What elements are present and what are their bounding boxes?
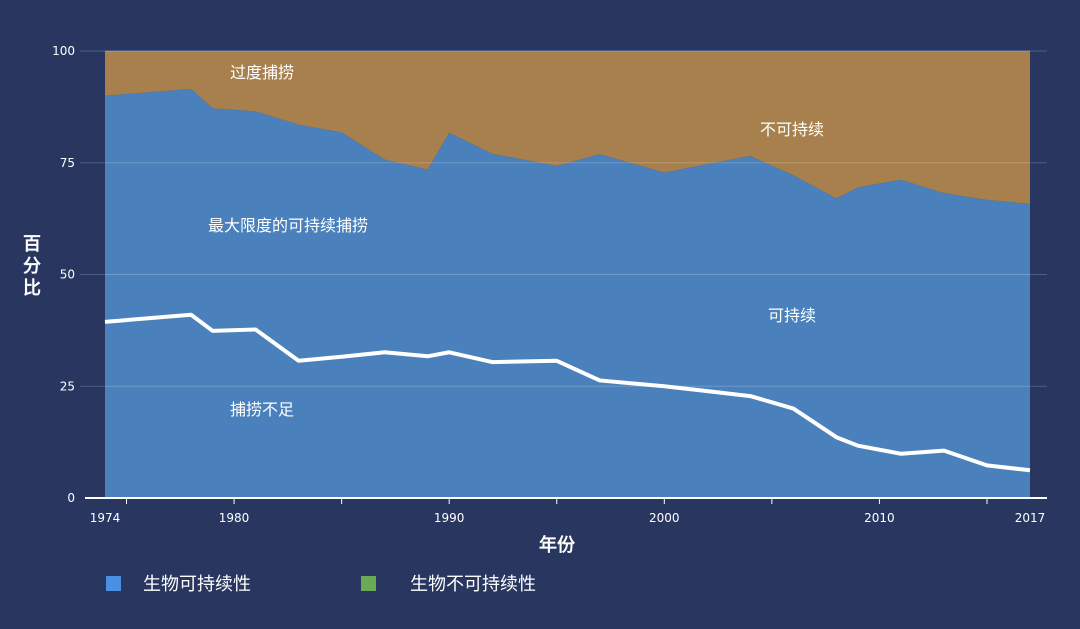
y-axis: 0 25 50 75 100 [52,44,75,505]
region-label-maximally-sustainable: 最大限度的可持续捕捞 [208,216,368,235]
region-label-underfished: 捕捞不足 [230,400,294,419]
x-tick-label: 2017 [1015,511,1046,525]
y-tick-label: 25 [60,379,75,393]
legend-label-sustainable: 生物可持续性 [143,574,251,595]
legend-swatch-unsustainable [361,576,376,591]
y-axis-title: 百分比 [23,234,41,299]
x-tick-label: 1974 [90,511,121,525]
x-tick-label: 2000 [649,511,680,525]
y-tick-label: 75 [60,156,75,170]
region-label-sustainable: 可持续 [768,306,816,325]
x-tick-label: 2010 [864,511,895,525]
region-label-unsustainable: 不可持续 [760,120,824,139]
y-tick-label: 50 [60,268,75,282]
sustainable-area [105,88,1030,499]
legend-label-unsustainable: 生物不可持续性 [410,574,536,595]
y-tick-label: 100 [52,44,75,58]
x-tick-label: 1990 [434,511,465,525]
overlay-grid [105,50,1030,387]
x-tick-label: 1980 [219,511,250,525]
y-tick-label: 0 [67,491,75,505]
legend-swatch-sustainable [106,576,121,591]
legend: 生物可持续性 生物不可持续性 [106,574,536,595]
region-label-overfished: 过度捕捞 [230,63,294,82]
x-axis-title: 年份 [539,534,576,556]
unsustainable-area [105,51,1030,204]
x-axis: 1974 1980 1990 2000 2010 2017 [90,498,1046,525]
underfished-line [104,312,1031,473]
